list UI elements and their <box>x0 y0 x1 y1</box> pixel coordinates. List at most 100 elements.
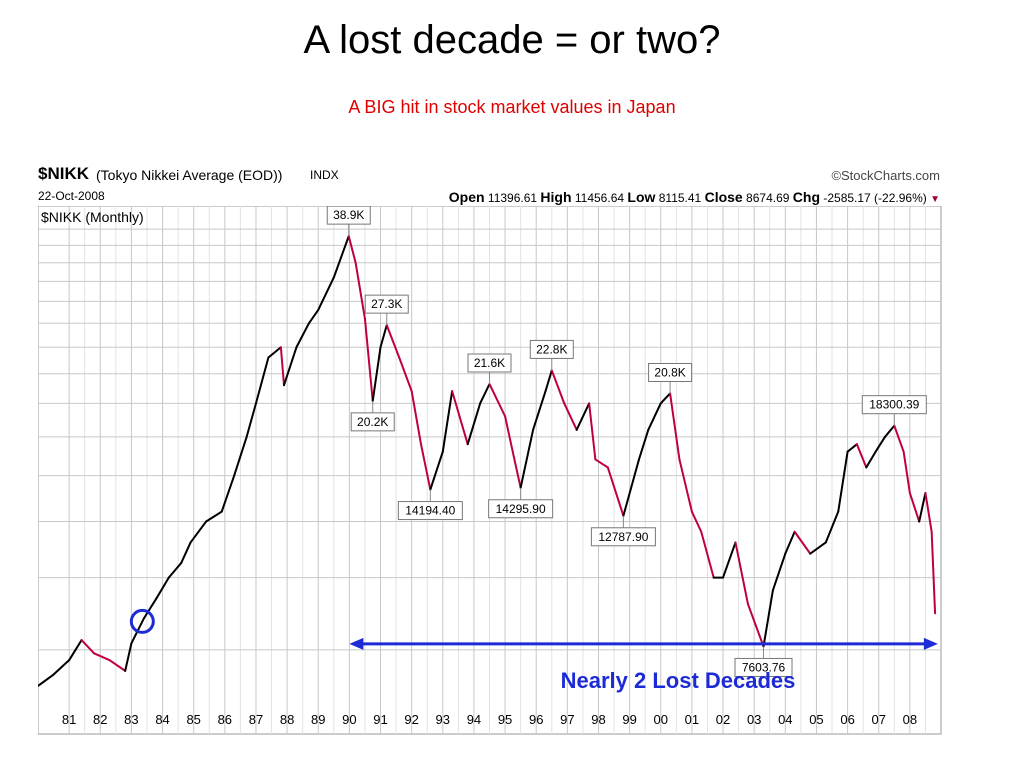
exchange-label: INDX <box>310 168 339 182</box>
x-tick-label: 00 <box>654 712 668 727</box>
price-segment <box>637 428 650 461</box>
x-tick-label: 83 <box>124 712 138 727</box>
price-segment <box>918 492 927 523</box>
price-segment <box>532 390 547 431</box>
price-segment <box>746 603 765 648</box>
price-segment <box>466 402 482 446</box>
x-tick-label: 01 <box>685 712 699 727</box>
low-value: 8115.41 <box>658 191 702 205</box>
price-segment <box>622 458 640 517</box>
price-segment <box>930 530 937 615</box>
price-segment <box>762 589 774 648</box>
price-segment <box>722 541 737 579</box>
price-segment <box>550 369 566 405</box>
price-segment <box>347 235 357 264</box>
price-segment <box>124 642 133 672</box>
x-tick-label: 88 <box>280 712 294 727</box>
price-segment <box>846 443 858 453</box>
price-segment <box>883 424 896 438</box>
high-value: 11456.64 <box>574 191 625 205</box>
price-segment <box>419 443 432 491</box>
close-value: 8674.69 <box>746 191 790 205</box>
annotation-label: 21.6K <box>474 356 505 370</box>
price-segment <box>307 308 320 325</box>
x-tick-label: 97 <box>560 712 574 727</box>
price-segment <box>267 346 282 359</box>
price-segment <box>606 466 625 517</box>
price-series <box>38 235 937 687</box>
close-label: Close <box>704 189 743 205</box>
price-segment <box>93 652 111 662</box>
x-tick-label: 89 <box>311 712 325 727</box>
price-segment <box>254 356 270 405</box>
price-segment <box>220 474 236 513</box>
x-tick-label: 86 <box>218 712 232 727</box>
price-segment <box>410 390 422 446</box>
price-segment <box>771 552 787 592</box>
x-tick-label: 82 <box>93 712 107 727</box>
price-segment <box>479 383 491 405</box>
x-tick-label: 03 <box>747 712 761 727</box>
price-segment <box>295 322 310 349</box>
x-tick-label: 96 <box>529 712 543 727</box>
price-segment <box>38 673 55 687</box>
price-segment <box>700 530 715 579</box>
price-segment <box>504 415 516 461</box>
price-segment <box>908 492 921 523</box>
price-segment <box>513 458 522 489</box>
x-tick-label: 02 <box>716 712 730 727</box>
x-axis-labels: 81 82 83 84 85 86 87 88 89 90 91 92 93 94 95 96 97 98 99 00… <box>62 712 917 727</box>
price-segment <box>205 510 223 523</box>
ticker-symbol: $NIKK <box>38 164 90 183</box>
price-segment <box>544 369 553 393</box>
arrow-head-left <box>349 637 364 650</box>
price-segment <box>52 659 71 676</box>
slide-title: A lost decade = or two? <box>303 18 721 62</box>
down-triangle-icon: ▼ <box>930 194 940 205</box>
price-segment <box>793 530 812 555</box>
annotation-label: 18300.39 <box>869 398 919 412</box>
price-segment <box>594 458 609 469</box>
open-label: Open <box>448 189 485 205</box>
x-tick-label: 99 <box>622 712 636 727</box>
x-tick-label: 95 <box>498 712 512 727</box>
price-segment <box>588 402 597 461</box>
annotations: 38.9K 27.3K 20.2K 21.6K 22.8K 20.8K 14194.40 14… <box>326 206 927 677</box>
price-segment <box>363 317 374 402</box>
price-segment <box>245 402 257 438</box>
open-value: 11396.61 <box>487 191 538 205</box>
price-segment <box>317 276 335 311</box>
annotation-label: 14295.90 <box>496 502 546 516</box>
annotation-box <box>488 499 554 519</box>
annotation-label: 12787.90 <box>598 530 648 544</box>
price-segment <box>332 235 350 279</box>
chg-label: Chg <box>792 189 820 205</box>
arrow-head-right <box>923 637 938 650</box>
x-tick-label: 07 <box>871 712 885 727</box>
slide-subtitle: A BIG hit in stock market values in Japa… <box>348 97 676 117</box>
x-tick-label: 94 <box>467 712 481 727</box>
x-tick-label: 05 <box>809 712 823 727</box>
price-segment <box>108 659 127 672</box>
annotation-label: 7603.76 <box>742 660 786 674</box>
chart-date: 22-Oct-2008 <box>38 189 105 203</box>
grid <box>38 206 941 734</box>
annotation-label: 27.3K <box>371 297 402 311</box>
price-segment <box>855 443 868 469</box>
arrow-label: Nearly 2 Lost Decades <box>561 668 796 693</box>
annotation-box <box>467 353 512 373</box>
price-segment <box>282 346 298 387</box>
price-segment <box>451 390 469 446</box>
annotation-box <box>590 527 656 547</box>
price-segment <box>865 450 877 469</box>
price-segment <box>734 541 749 606</box>
price-segment <box>669 392 681 461</box>
annotation-box <box>734 657 793 677</box>
annotation-box <box>397 501 463 521</box>
x-tick-label: 85 <box>186 712 200 727</box>
price-segment <box>398 356 413 393</box>
price-segment <box>647 402 662 431</box>
price-segment <box>678 458 693 513</box>
price-segment <box>167 561 183 579</box>
price-segment <box>379 324 388 349</box>
